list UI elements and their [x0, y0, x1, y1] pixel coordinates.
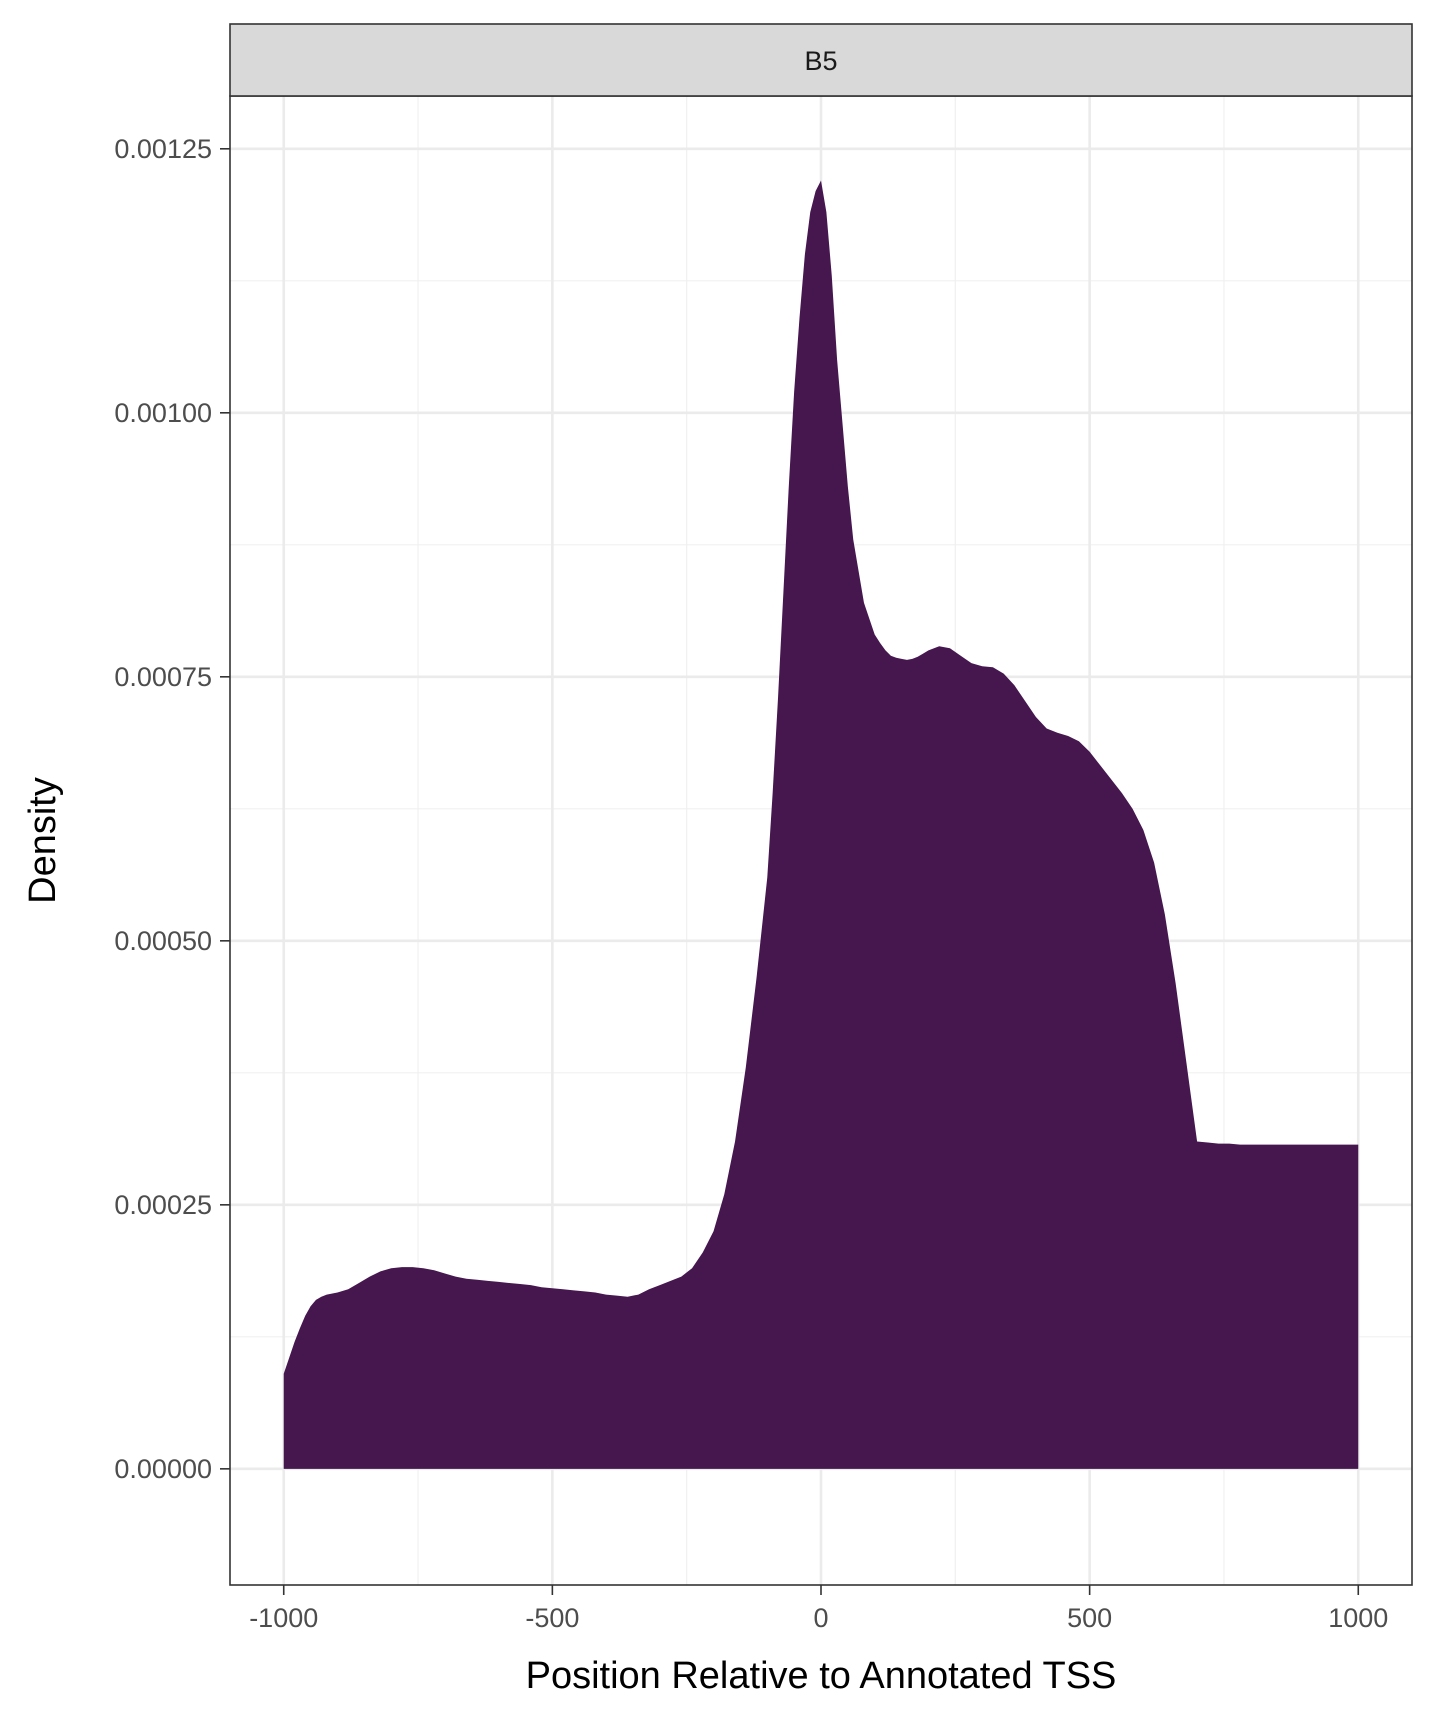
y-tick-label: 0.00075 [114, 662, 212, 692]
y-tick-label: 0.00050 [114, 926, 212, 956]
x-tick-label: 500 [1067, 1603, 1112, 1633]
x-axis-label: Position Relative to Annotated TSS [526, 1655, 1117, 1697]
density-area [283, 180, 1359, 1469]
y-axis-ticks: 0.00000 0.00025 0.00050 0.00075 0.00100 0.001… [114, 134, 230, 1484]
facet-strip: B5 [229, 23, 1413, 97]
y-tick-label: 0.00025 [114, 1190, 212, 1220]
y-axis-label: Density [22, 777, 64, 904]
x-tick-label: 1000 [1328, 1603, 1388, 1633]
x-tick-label: -500 [525, 1603, 579, 1633]
y-tick-label: 0.00125 [114, 134, 212, 164]
y-tick-label: 0.00000 [114, 1454, 212, 1484]
x-axis-ticks: -1000 -500 0 500 1000 [249, 1585, 1388, 1633]
density-area-layer [283, 180, 1359, 1469]
x-tick-label: 0 [813, 1603, 828, 1633]
x-tick-label: -1000 [249, 1603, 318, 1633]
facet-strip-background [229, 23, 1413, 97]
facet-strip-label: B5 [804, 46, 837, 76]
y-tick-label: 0.00100 [114, 398, 212, 428]
